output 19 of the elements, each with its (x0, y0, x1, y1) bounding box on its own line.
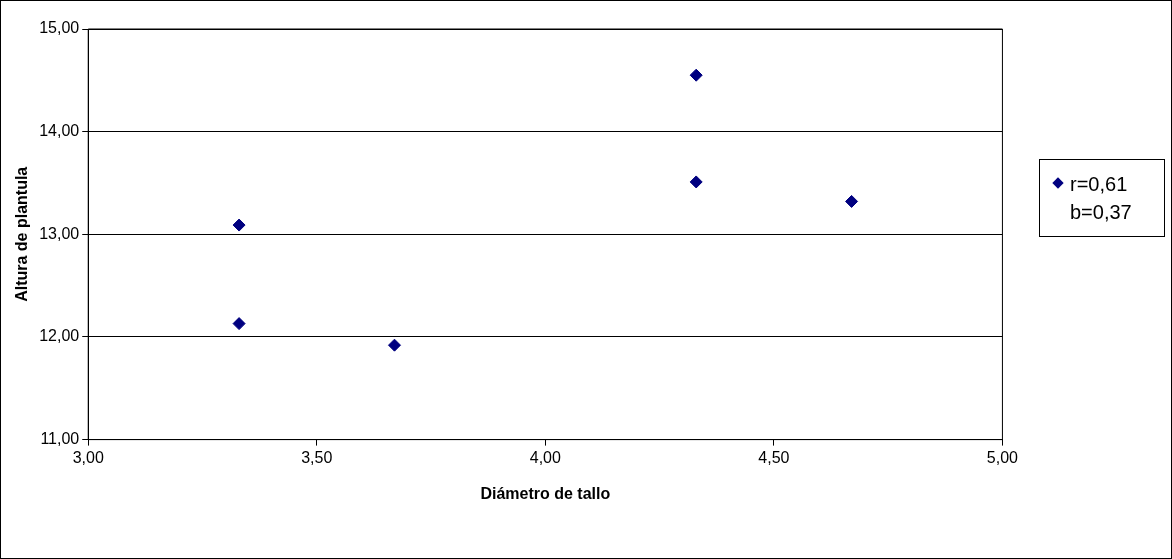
x-tick-label: 3,50 (301, 448, 333, 466)
x-tick-label: 4,00 (529, 448, 562, 466)
y-tick-label: 12,00 (39, 327, 80, 345)
y-axis-title: Altura de plantula (13, 166, 31, 302)
x-tick-label: 4,50 (758, 448, 790, 466)
point (689, 175, 703, 189)
x-axis-title: Diámetro de tallo (480, 484, 611, 502)
point (689, 68, 703, 82)
y-tick-label: 11,00 (40, 430, 80, 448)
y-tick-label: 14,00 (39, 122, 80, 140)
point (232, 218, 246, 232)
x-tick-label: 3,00 (72, 448, 104, 466)
x-tick-label: 5,00 (986, 448, 1019, 466)
y-tick-label: 13,00 (39, 224, 80, 242)
legend-label: r=0,61 b=0,37 (1070, 172, 1132, 225)
point (232, 317, 246, 331)
point (387, 338, 401, 352)
point (845, 194, 859, 208)
y-tick-label: 15,00 (39, 19, 80, 37)
